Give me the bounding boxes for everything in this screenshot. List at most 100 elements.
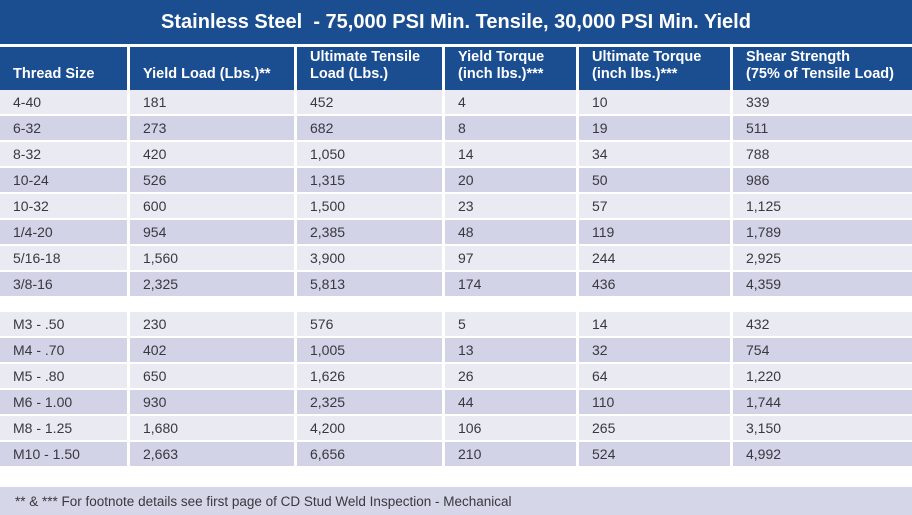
table-cell: 34 [576, 142, 730, 166]
table-cell: 526 [127, 168, 294, 192]
table-cell: 954 [127, 220, 294, 244]
column-header: Ultimate Tensile Load (Lbs.) [294, 47, 442, 90]
table-cell: 2,663 [127, 442, 294, 466]
table-cell: 50 [576, 168, 730, 192]
table-row: 1/4-20 954 2,385 48 119 1,789 [0, 220, 912, 246]
table-row: M5 - .80 650 1,626 26 64 1,220 [0, 364, 912, 390]
table-cell: 402 [127, 338, 294, 362]
footnote-bar: ** & *** For footnote details see first … [0, 487, 912, 515]
table-row: M3 - .50 230 576 5 14 432 [0, 312, 912, 338]
table-cell: M6 - 1.00 [13, 394, 73, 410]
table-cell: 5,813 [294, 272, 442, 296]
table-cell: 1,125 [730, 194, 912, 218]
column-header-line1: Yield Load (Lbs.)** [143, 66, 271, 83]
table-cell: 436 [576, 272, 730, 296]
table-cell: 4,200 [294, 416, 442, 440]
table-cell: 6-32 [13, 120, 42, 136]
title-band: Stainless Steel - 75,000 PSI Min. Tensil… [0, 0, 912, 44]
column-header-line2: Load (Lbs.) [310, 66, 389, 83]
table-cell: 6,656 [294, 442, 442, 466]
table-cell: 181 [127, 90, 294, 114]
table-cell: 44 [442, 390, 576, 414]
column-header-line1: Shear Strength [746, 48, 850, 65]
table-cell: 788 [730, 142, 912, 166]
table-cell: 682 [294, 116, 442, 140]
table-cell: 13 [442, 338, 576, 362]
table-cell: 4,359 [730, 272, 912, 296]
table-cell: 600 [127, 194, 294, 218]
page-title: Stainless Steel - 75,000 PSI Min. Tensil… [161, 10, 751, 33]
table-cell: 754 [730, 338, 912, 362]
table-row: M6 - 1.00 930 2,325 44 110 1,744 [0, 390, 912, 416]
table-row: 3/8-16 2,325 5,813 174 436 4,359 [0, 272, 912, 298]
table-cell: 3/8-16 [13, 276, 53, 292]
table-cell: 244 [576, 246, 730, 270]
table-row: M4 - .70 402 1,005 13 32 754 [0, 338, 912, 364]
table-cell: 1,744 [730, 390, 912, 414]
footnote-text: ** & *** For footnote details see first … [15, 493, 512, 509]
table-cell: 210 [442, 442, 576, 466]
table-cell: 14 [442, 142, 576, 166]
header-row: Thread Size Yield Load (Lbs.)** Ultimate… [0, 44, 912, 90]
table-cell: 1,680 [127, 416, 294, 440]
table-cell: 10-24 [13, 172, 49, 188]
table-cell: 1,005 [294, 338, 442, 362]
table-cell: 650 [127, 364, 294, 388]
column-header-line1: Yield Torque [458, 48, 545, 65]
table-cell: 339 [730, 90, 912, 114]
table-cell: 3,900 [294, 246, 442, 270]
table-cell: 5/16-18 [13, 250, 61, 266]
table-cell: 26 [442, 364, 576, 388]
table-cell: 4,992 [730, 442, 912, 466]
column-header: Yield Load (Lbs.)** [127, 47, 294, 90]
column-header-line1: Thread Size [13, 66, 95, 83]
column-header: Thread Size [0, 47, 127, 90]
table-cell: 1,050 [294, 142, 442, 166]
table-cell: 1,626 [294, 364, 442, 388]
table-cell: 4-40 [13, 94, 42, 110]
table-cell: 1,789 [730, 220, 912, 244]
table-cell: 20 [442, 168, 576, 192]
column-header-line1: Ultimate Tensile [310, 48, 421, 65]
table-cell: 273 [127, 116, 294, 140]
table-cell: M5 - .80 [13, 368, 65, 384]
column-header-line1: Ultimate Torque [592, 48, 702, 65]
table-cell: 511 [730, 116, 912, 140]
table-cell: 10-32 [13, 198, 49, 214]
table-cell: 452 [294, 90, 442, 114]
table-cell: 4 [442, 90, 576, 114]
column-header-line2: (inch lbs.)*** [458, 66, 544, 83]
table-cell: 57 [576, 194, 730, 218]
table-cell: 1,500 [294, 194, 442, 218]
table-cell: 265 [576, 416, 730, 440]
table-cell: 32 [576, 338, 730, 362]
table-cell: 48 [442, 220, 576, 244]
table-cell: 230 [127, 312, 294, 336]
table-cell: 1,315 [294, 168, 442, 192]
table-cell: 10 [576, 90, 730, 114]
table-cell: 2,325 [294, 390, 442, 414]
table-cell: 110 [576, 390, 730, 414]
table-row: 10-32 600 1,500 23 57 1,125 [0, 194, 912, 220]
table-cell: 106 [442, 416, 576, 440]
table-cell: 1/4-20 [13, 224, 53, 240]
table-cell: 19 [576, 116, 730, 140]
table-cell: 119 [576, 220, 730, 244]
table-cell: 432 [730, 312, 912, 336]
table-cell: 576 [294, 312, 442, 336]
table-cell: 1,220 [730, 364, 912, 388]
table-cell: 2,385 [294, 220, 442, 244]
table-cell: 8 [442, 116, 576, 140]
table-cell: M8 - 1.25 [13, 420, 73, 436]
table-cell: 3,150 [730, 416, 912, 440]
table-cell: 5 [442, 312, 576, 336]
table-cell: 1,560 [127, 246, 294, 270]
column-header: Yield Torque (inch lbs.)*** [442, 47, 576, 90]
table-cell: 930 [127, 390, 294, 414]
table-body: 4-40 181 452 4 10 339 6-32 273 682 8 19 511 8-32 42… [0, 90, 912, 468]
table-cell: 2,325 [127, 272, 294, 296]
section-divider [0, 298, 912, 312]
table-cell: 23 [442, 194, 576, 218]
table-row: 6-32 273 682 8 19 511 [0, 116, 912, 142]
